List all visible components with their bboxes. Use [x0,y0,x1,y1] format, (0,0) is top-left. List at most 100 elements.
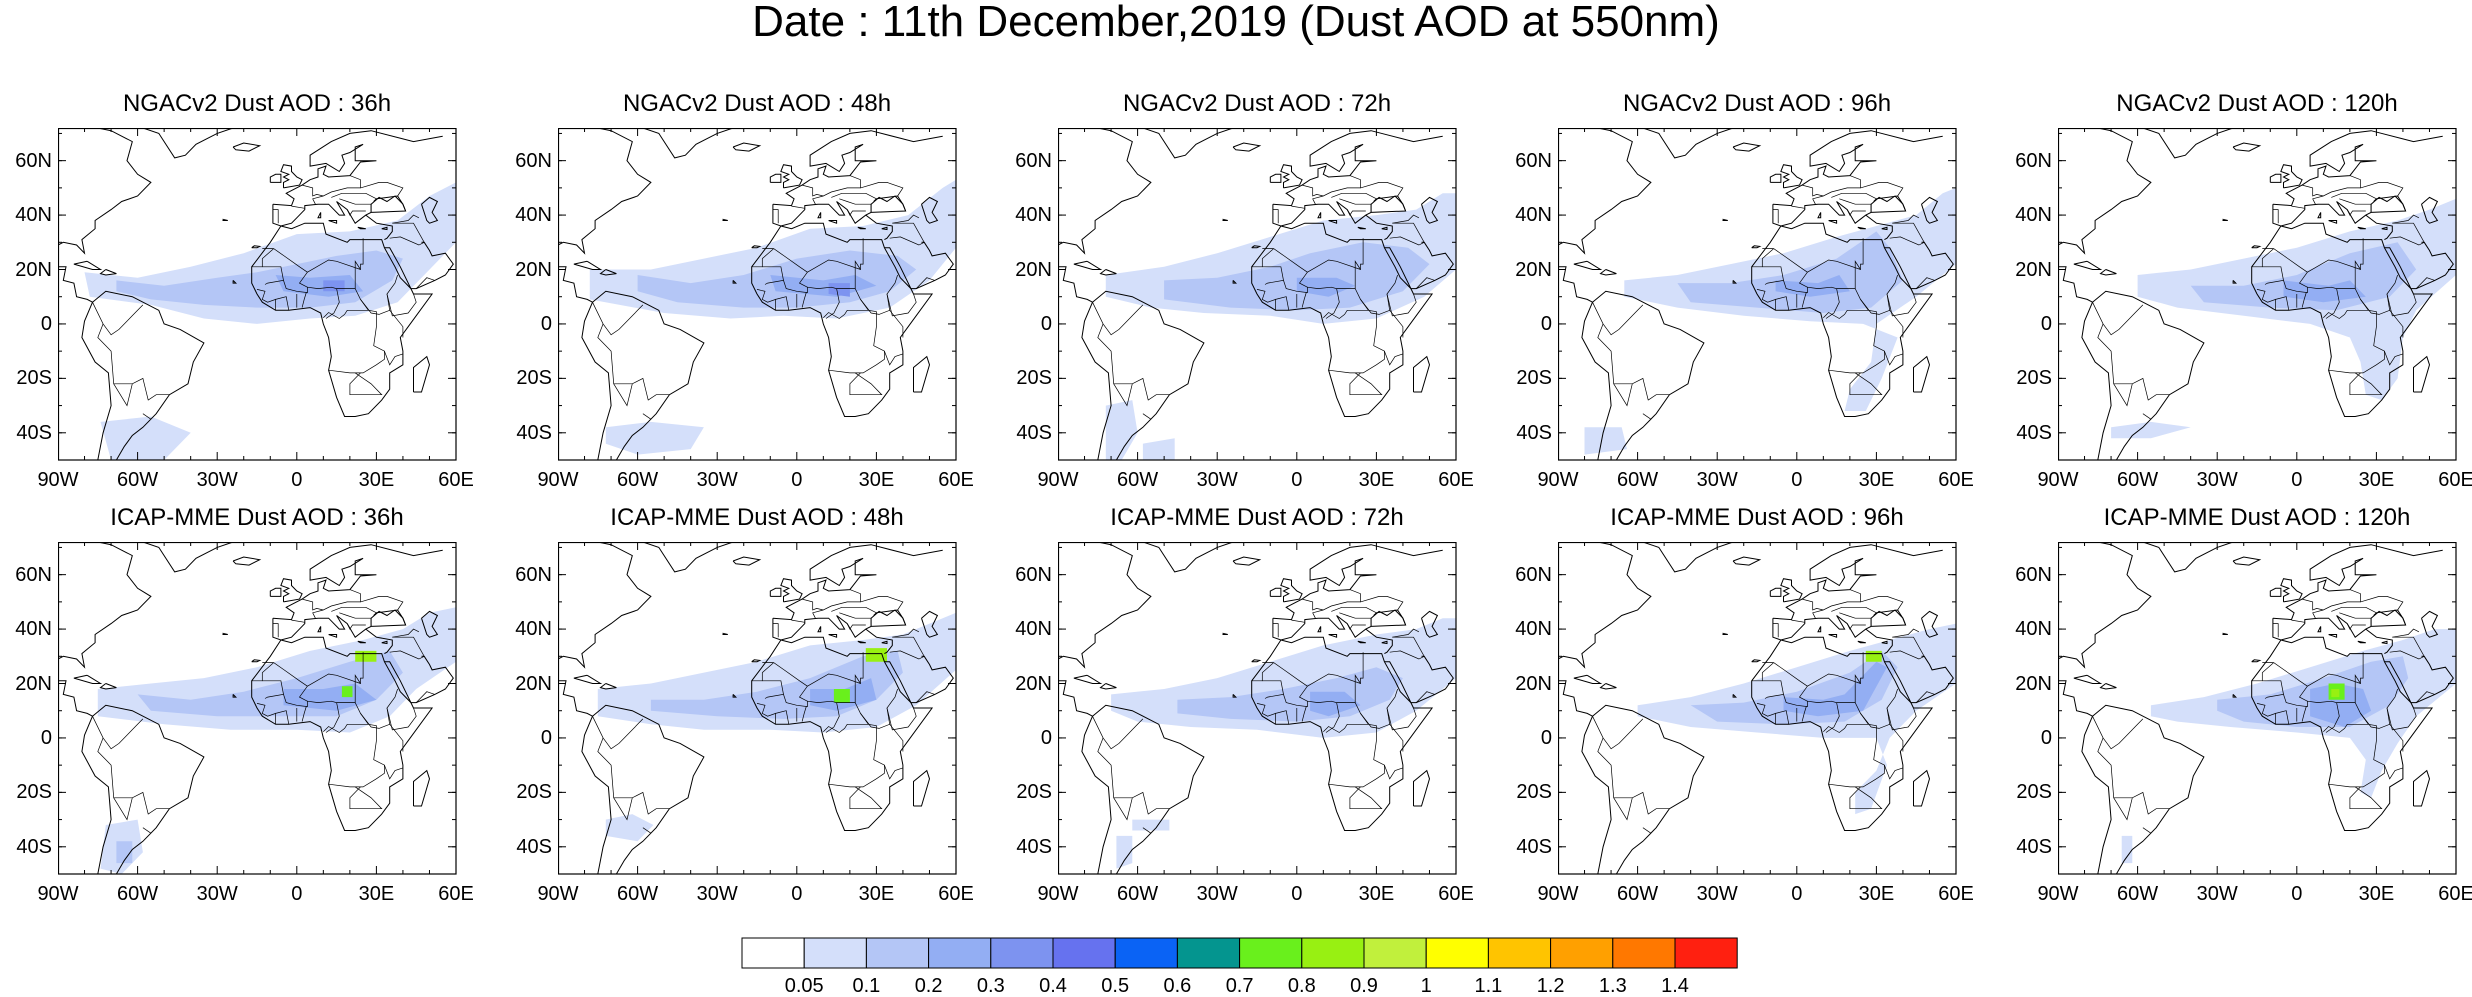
country-border [1772,209,1779,224]
lat-tick-label: 20S [516,781,552,804]
country-border [113,383,133,407]
country-border [1142,827,1152,834]
country-border [392,628,420,638]
lat-tick-label: 60N [1015,563,1052,586]
lat-tick-label: 60N [15,149,52,172]
coastline [913,769,931,807]
coastline [732,142,762,152]
coastline [1817,212,1822,219]
coastline [99,683,117,690]
country-border [2312,195,2324,205]
country-border [392,214,420,224]
coastline [1232,142,1262,152]
country-border [1291,619,1305,623]
country-border [2328,299,2385,374]
lat-tick-label: 20N [1015,258,1052,281]
coastline [1317,212,1322,219]
country-border [1751,662,1774,682]
coastline [2421,196,2439,224]
coastline [1384,655,1454,704]
country-border [801,705,807,722]
lat-tick-label: 20N [515,258,552,281]
coastline [2269,587,2282,597]
country-border [2262,652,2364,687]
country-border [1846,623,1866,630]
country-border [346,623,366,630]
country-border [2360,596,2404,611]
lat-tick-label: 40N [2015,618,2052,641]
coastline [1272,544,1443,621]
lat-tick-label: 20S [1516,367,1552,390]
lat-tick-label: 40S [1516,421,1552,444]
country-border [2256,703,2276,725]
dust-plume [605,814,654,842]
country-border [2392,628,2420,638]
lat-tick-label: 40S [1016,835,1052,858]
coastline [2073,674,2103,684]
panel-title: NGACv2 Dust AOD : 36h [122,90,392,117]
lon-tick-label: 30E [358,469,395,491]
main-title: Date : 11th December,2019 (Dust AOD at 5… [752,0,1720,46]
country-border [2097,323,2170,401]
country-border [92,302,144,336]
country-border [1860,596,1904,611]
country-border [415,277,435,289]
country-border [772,209,779,224]
lon-tick-label: 90W [537,469,579,491]
coastline [280,578,303,603]
lon-tick-label: 0 [1791,883,1803,905]
dust-aod-map [58,542,457,875]
lat-tick-label: 40S [1016,421,1052,444]
country-border [301,291,307,308]
coastline [142,128,234,159]
country-border [1346,209,1366,216]
country-border [642,827,652,834]
country-border [2328,713,2385,788]
colorbar-box [1301,937,1365,969]
country-border [2331,192,2377,200]
country-border [1331,192,1377,200]
lon-tick-label: 30W [196,469,238,491]
lat-tick-label: 60N [515,563,552,586]
coastline [58,680,93,717]
country-border [384,764,404,780]
coastline [1381,640,1388,645]
country-border [860,596,904,611]
country-border [389,310,404,338]
dust-plume [323,280,345,292]
coastline [1581,716,1612,874]
coastline [2222,218,2228,221]
coastline [1722,218,1728,221]
country-border [1915,277,1935,289]
country-border [783,271,808,293]
coastline [384,241,454,290]
colorbar-box [1363,937,1427,969]
country-border [2331,606,2377,614]
coastline [828,220,838,224]
lon-tick-label: 60E [2438,883,2472,905]
coastline [1099,683,1117,690]
coastline [865,628,893,655]
country-border [272,209,279,224]
country-border [2251,248,2274,268]
country-border [1762,238,1864,273]
country-border [2301,705,2307,722]
coastline [884,241,954,290]
country-border [275,296,290,311]
coastline [772,544,943,621]
country-border [1092,302,1144,336]
colorbar-box [928,937,992,969]
coastline [365,628,393,655]
coastline [1732,694,1738,698]
lat-tick-label: 60N [1515,563,1552,586]
panel-title: NGACv2 Dust AOD : 96h [1622,90,1892,117]
dust-plume [605,421,704,455]
country-border [1889,724,1904,752]
country-border [1389,636,1425,660]
lon-tick-label: 90W [1037,883,1079,905]
country-border [1775,710,1790,725]
coastline [2317,212,2322,219]
coastline [2272,130,2443,207]
country-border [2336,674,2361,703]
lat-tick-label: 20N [1015,672,1052,695]
